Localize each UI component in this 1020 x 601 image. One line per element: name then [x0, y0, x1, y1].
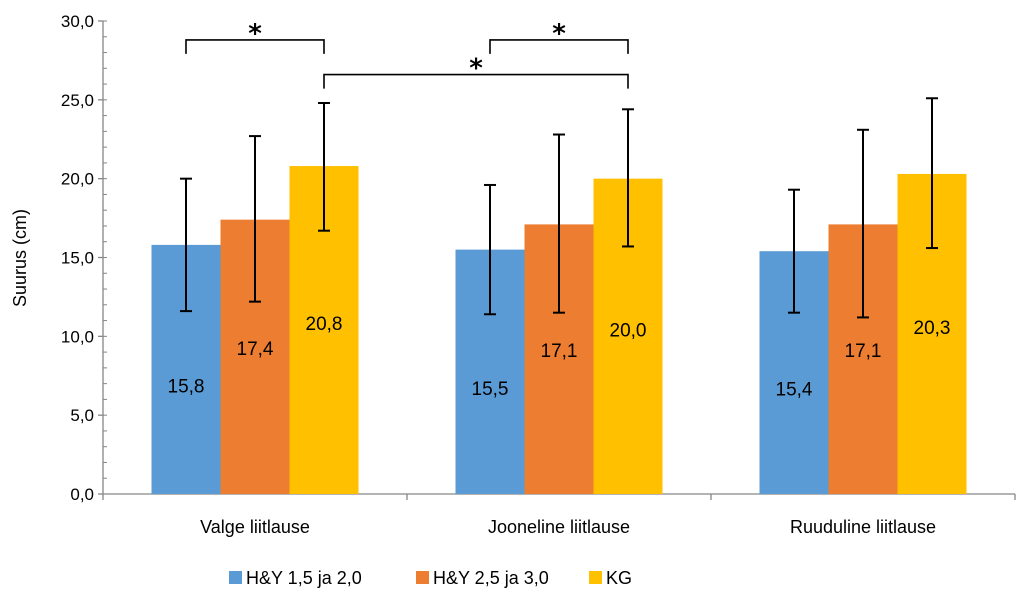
y-tick-label: 0,0: [70, 485, 94, 504]
y-tick-label: 20,0: [61, 170, 94, 189]
x-category-label: Valge liitlause: [200, 517, 310, 537]
bar-value-label: 15,8: [168, 376, 205, 397]
y-axis-title: Suurus (cm): [10, 209, 30, 307]
plot-area: 0,0 5,0 10,0 15,0 20,0 25,0 30,0 Valge liitlaus…: [61, 12, 1016, 537]
legend-swatch: [589, 571, 602, 584]
significance-bracket: [489, 39, 629, 54]
significance-star: *: [552, 19, 566, 49]
x-category-label: Jooneline liitlause: [488, 517, 630, 537]
legend-label: H&Y 2,5 ja 3,0: [433, 568, 549, 588]
y-tick-label: 5,0: [70, 406, 94, 425]
bar-value-label: 15,5: [472, 379, 509, 400]
y-tick-label: 25,0: [61, 91, 94, 110]
significance-star: *: [469, 54, 483, 84]
y-tick-label: 30,0: [61, 12, 94, 31]
bar-value-label: 20,8: [306, 314, 343, 335]
significance-star: *: [248, 19, 262, 49]
bar-value-label: 20,3: [914, 318, 951, 339]
legend-swatch: [416, 571, 429, 584]
bar-value-label: 17,1: [541, 341, 578, 362]
bar-value-label: 15,4: [776, 380, 813, 401]
bar-value-label: 17,1: [845, 341, 882, 362]
legend-label: KG: [606, 568, 632, 588]
x-category-label: Ruuduline liitlause: [790, 517, 936, 537]
significance-bracket: [185, 39, 325, 54]
y-tick-label: 15,0: [61, 249, 94, 268]
significance-bracket: [323, 73, 629, 89]
legend-swatch: [229, 571, 242, 584]
bar-value-label: 20,0: [610, 320, 647, 341]
y-tick-label: 10,0: [61, 327, 94, 346]
legend-label: H&Y 1,5 ja 2,0: [246, 568, 362, 588]
bar-value-label: 17,4: [237, 339, 274, 360]
legend: H&Y 1,5 ja 2,0 H&Y 2,5 ja 3,0 KG: [229, 568, 632, 588]
